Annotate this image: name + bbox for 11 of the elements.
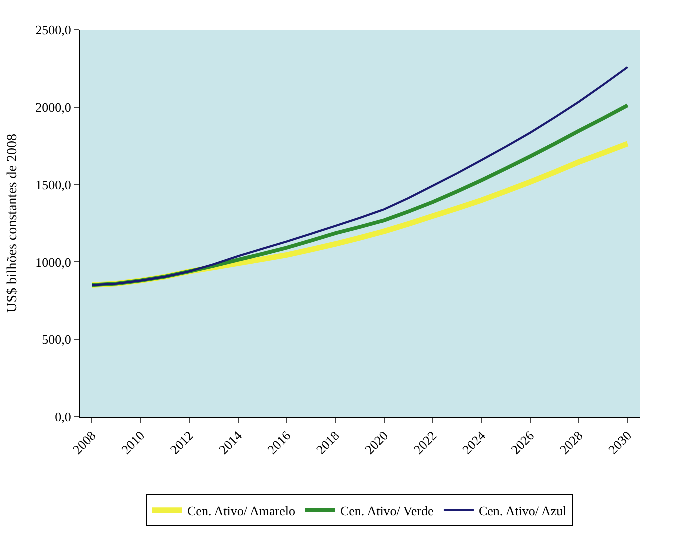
line-series	[91, 66, 629, 286]
y-tick-label: 2500,0	[36, 22, 72, 38]
y-tick-label: 1500,0	[36, 177, 72, 192]
y-tick-label: 1000,0	[36, 254, 72, 270]
y-tick-label: 0,0	[55, 410, 72, 425]
legend-label: Cen. Ativo/ Verde	[340, 503, 434, 518]
y-tick-label: 500,0	[42, 332, 72, 348]
y-axis-title: US$ bilhões constantes de 2008	[5, 134, 20, 313]
legend-label: Cen. Ativo/ Azul	[478, 503, 568, 518]
legend-label: Cen. Ativo/ Amarelo	[188, 503, 296, 518]
y-tick-label: 2000,0	[36, 100, 72, 115]
